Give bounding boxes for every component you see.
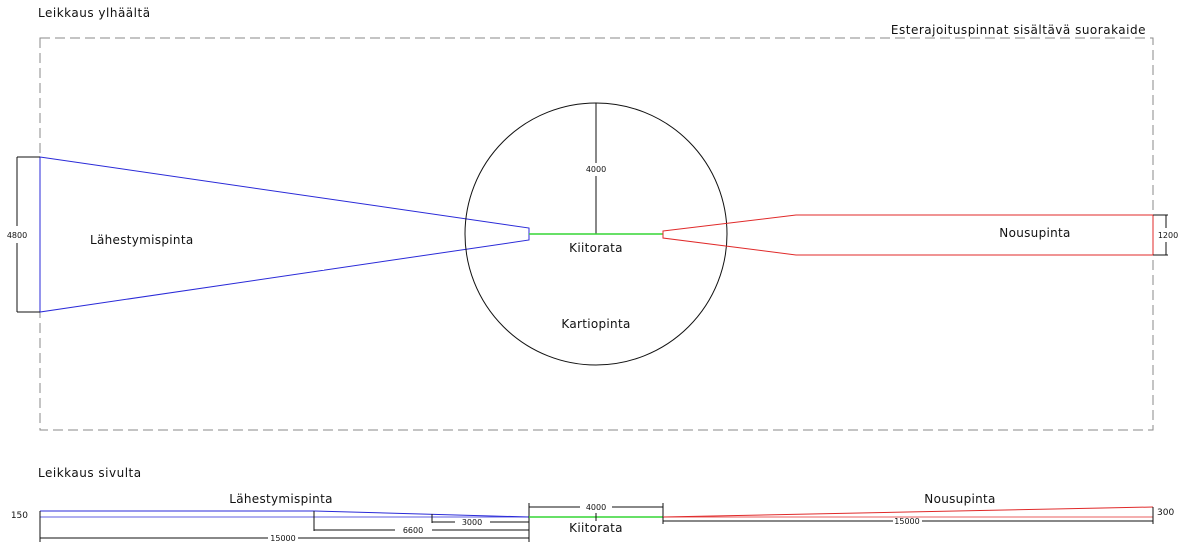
takeoff-surface-label: Nousupinta: [999, 226, 1070, 240]
conical-surface-label: Kartiopinta: [561, 317, 630, 331]
side-takeoff-height: 300: [1157, 508, 1174, 518]
runway-label: Kiitorata: [569, 241, 623, 255]
side-approach-label: Lähestymispinta: [229, 492, 332, 506]
dim-value-15000-left: 15000: [270, 534, 295, 543]
obstacle-rectangle-label: Esterajoituspinnat sisältävä suorakaide: [891, 23, 1146, 37]
dim-value-3000: 3000: [462, 518, 482, 527]
takeoff-profile-slope: [662, 506, 1154, 518]
dim-value-6600: 6600: [403, 526, 423, 535]
top-view-title: Leikkaus ylhäältä: [38, 6, 151, 20]
side-view-title: Leikkaus sivulta: [38, 466, 142, 480]
circle-radius-value: 4000: [586, 165, 606, 174]
dim-value-15000-right: 15000: [894, 517, 919, 526]
approach-profile-slope: [313, 510, 530, 518]
side-runway-label: Kiitorata: [569, 521, 623, 535]
approach-width-value: 4800: [7, 231, 27, 240]
approach-surface: [39, 156, 530, 313]
side-runway-length: 4000: [586, 503, 606, 512]
takeoff-surface: [662, 214, 1154, 256]
side-takeoff-label: Nousupinta: [924, 492, 995, 506]
side-approach-height: 150: [11, 511, 28, 521]
takeoff-width-value: 1200: [1158, 231, 1178, 240]
approach-surface-label: Lähestymispinta: [90, 233, 193, 247]
